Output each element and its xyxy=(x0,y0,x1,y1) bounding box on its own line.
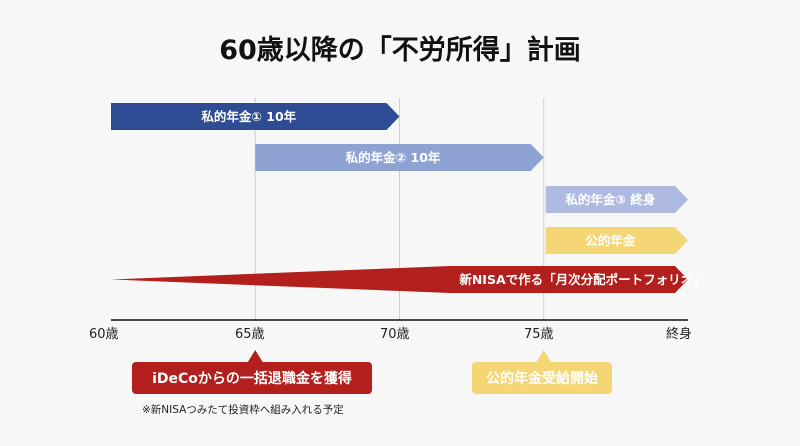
tick-label: 75歳 xyxy=(524,327,554,342)
tick-label: 終身 xyxy=(666,326,692,342)
callout-box xyxy=(472,362,612,394)
bar-label: 私的年金③ 終身 xyxy=(564,192,655,207)
callout-label: iDeCoからの一括退職金を獲得 xyxy=(152,370,352,387)
bar-label: 私的年金② 10年 xyxy=(345,150,441,165)
callout-pointer xyxy=(247,350,264,363)
tick-label: 65歳 xyxy=(235,327,265,342)
footnote: ※新NISAつみたて投資枠へ組み入れる予定 xyxy=(142,404,344,416)
tick-label: 60歳 xyxy=(89,327,119,342)
page-title: 60歳以降の「不労所得」計画 xyxy=(219,35,581,66)
callout-label: 公的年金受給開始 xyxy=(486,370,598,387)
timeline-bar xyxy=(545,186,688,213)
bar-label: 私的年金① 10年 xyxy=(200,109,296,124)
bar-label: 新NISAで作る「月次分配ポートフォリオ」 xyxy=(459,272,705,287)
timeline-bar xyxy=(545,227,688,254)
timeline-bar xyxy=(255,144,544,171)
callout-pointer xyxy=(535,350,552,363)
tick-label: 70歳 xyxy=(380,327,410,342)
callout-box xyxy=(132,362,372,394)
bar-label: 公的年金 xyxy=(585,233,636,248)
timeline-bar xyxy=(111,266,688,293)
timeline-bar xyxy=(111,103,400,130)
